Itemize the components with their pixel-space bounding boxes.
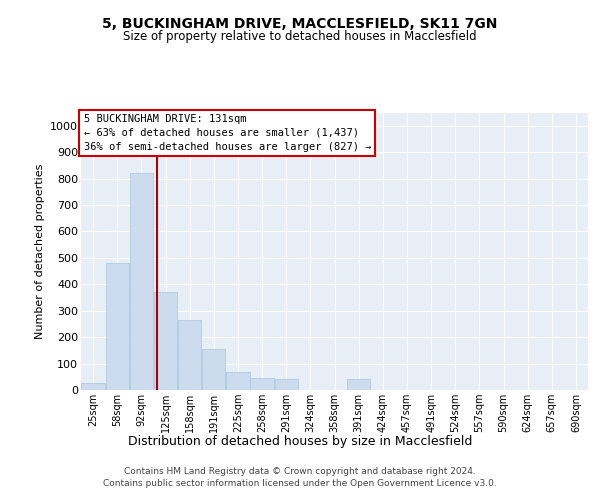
Bar (275, 380, 298, 390)
Bar (347, 380, 370, 390)
Y-axis label: Number of detached properties: Number of detached properties (35, 164, 44, 339)
Text: Size of property relative to detached houses in Macclesfield: Size of property relative to detached ho… (123, 30, 477, 43)
Bar (82, 384, 105, 390)
Text: Contains public sector information licensed under the Open Government Licence v3: Contains public sector information licen… (103, 479, 497, 488)
Text: Contains HM Land Registry data © Crown copyright and database right 2024.: Contains HM Land Registry data © Crown c… (124, 468, 476, 476)
Bar (250, 378, 274, 390)
Text: 5 BUCKINGHAM DRIVE: 131sqm
← 63% of detached houses are smaller (1,437)
36% of s: 5 BUCKINGHAM DRIVE: 131sqm ← 63% of deta… (83, 114, 371, 152)
Text: Distribution of detached houses by size in Macclesfield: Distribution of detached houses by size … (128, 435, 472, 448)
Text: 5, BUCKINGHAM DRIVE, MACCLESFIELD, SK11 7GN: 5, BUCKINGHAM DRIVE, MACCLESFIELD, SK11 … (103, 18, 497, 32)
Bar (226, 372, 250, 390)
Bar (178, 320, 202, 390)
Bar (154, 292, 177, 390)
Bar (202, 349, 226, 390)
Bar (130, 174, 153, 390)
Bar (106, 263, 129, 390)
